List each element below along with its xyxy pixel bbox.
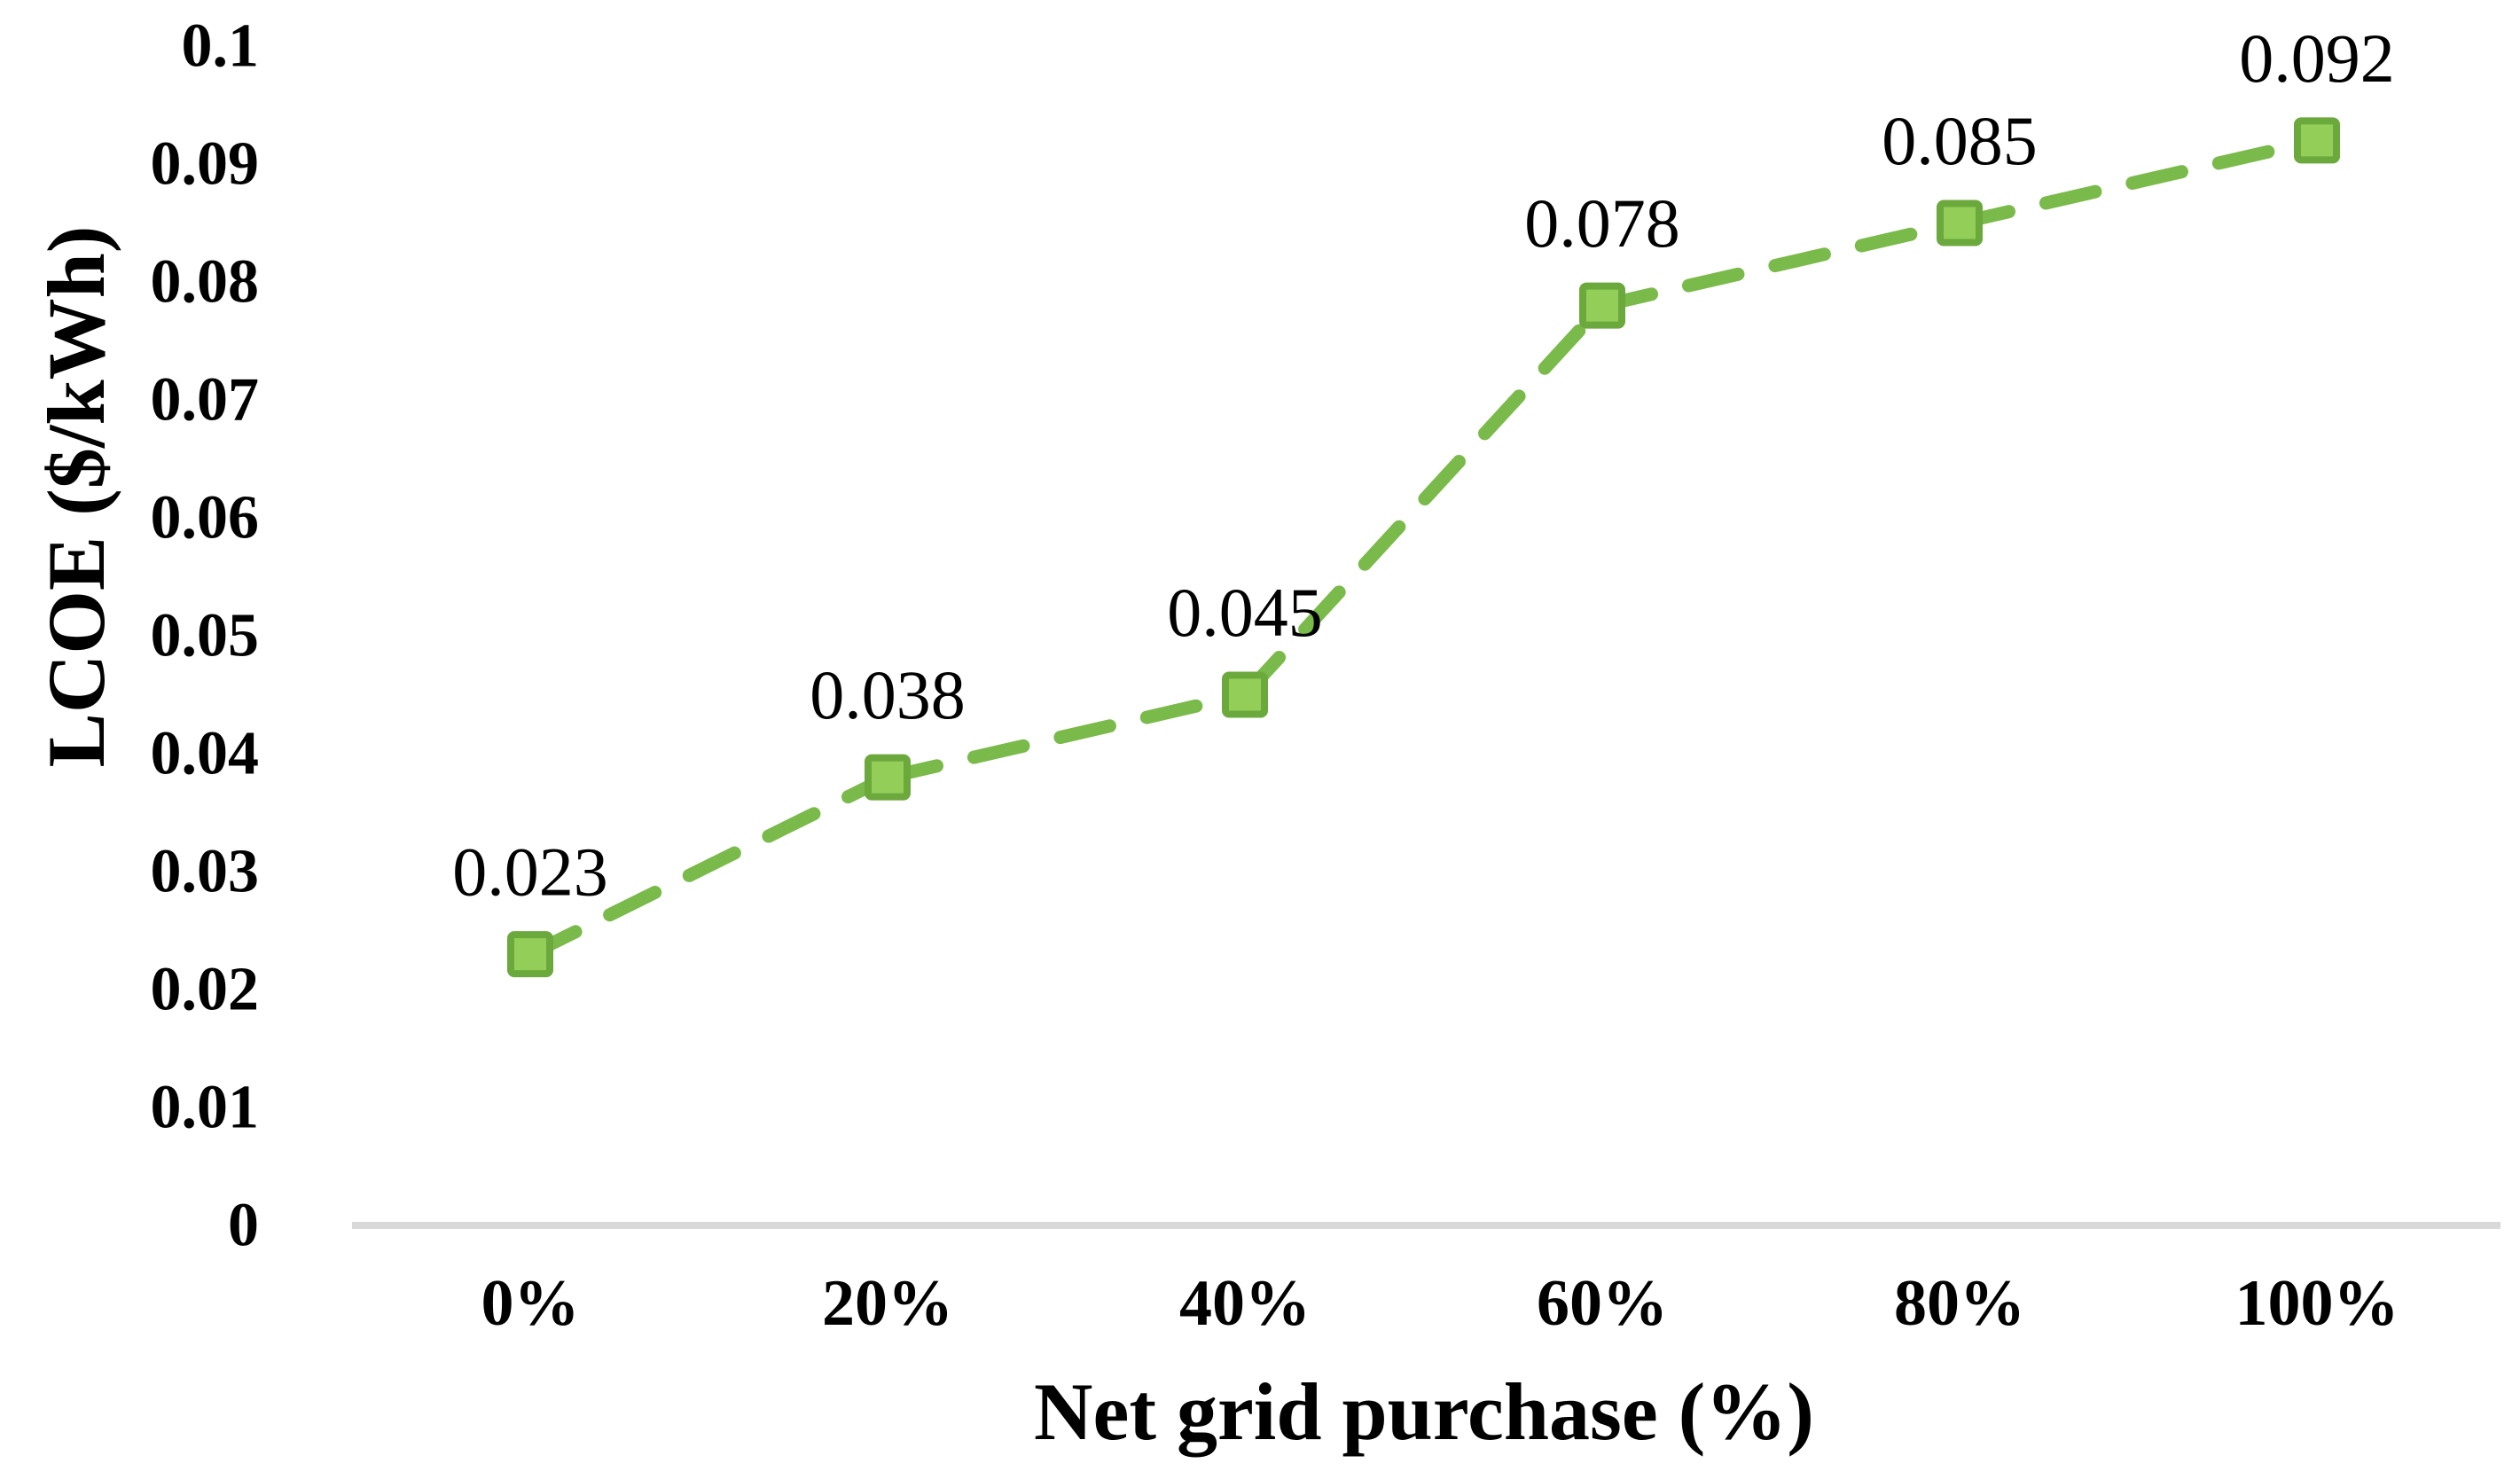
y-tick-label: 0.02 [151,956,260,1024]
x-axis-title: Net grid purchase (%) [1034,1366,1814,1457]
series-line-segment [1595,216,1967,313]
y-tick-label: 0.09 [151,130,260,199]
data-point-marker [1579,282,1625,329]
x-tick-label: 0% [481,1267,580,1340]
y-tick-label: 0.1 [182,12,260,81]
y-tick-label: 0.08 [151,248,260,317]
y-tick-label: 0.06 [151,484,260,552]
x-tick-label: 40% [1179,1267,1311,1340]
data-label: 0.023 [452,833,608,911]
data-label: 0.045 [1167,574,1323,651]
series-line-segment [1238,299,1609,701]
series-line-segment [1953,133,2324,230]
data-label: 0.085 [1882,102,2038,179]
x-tick-label: 100% [2235,1267,2399,1340]
data-label: 0.092 [2239,20,2395,97]
x-tick-label: 80% [1894,1267,2025,1340]
data-label: 0.038 [810,656,966,733]
y-tick-label: 0.07 [151,366,260,434]
data-label: 0.078 [1524,184,1680,262]
series-line-segment [523,771,895,961]
data-point-marker [507,931,553,978]
y-tick-label: 0.01 [151,1074,260,1142]
data-point-marker [1937,200,1983,246]
x-tick-label: 20% [822,1267,953,1340]
y-tick-label: 0.03 [151,838,260,906]
y-tick-label: 0.05 [151,602,260,670]
series-line-segment [880,688,1252,785]
data-point-marker [865,754,911,801]
x-tick-label: 60% [1537,1267,1668,1340]
data-point-marker [1222,671,1268,718]
y-axis-title: LCOE ($/kWh) [31,226,121,768]
data-point-marker [2294,117,2340,164]
y-tick-label: 0 [228,1192,259,1260]
y-tick-label: 0.04 [151,720,260,788]
